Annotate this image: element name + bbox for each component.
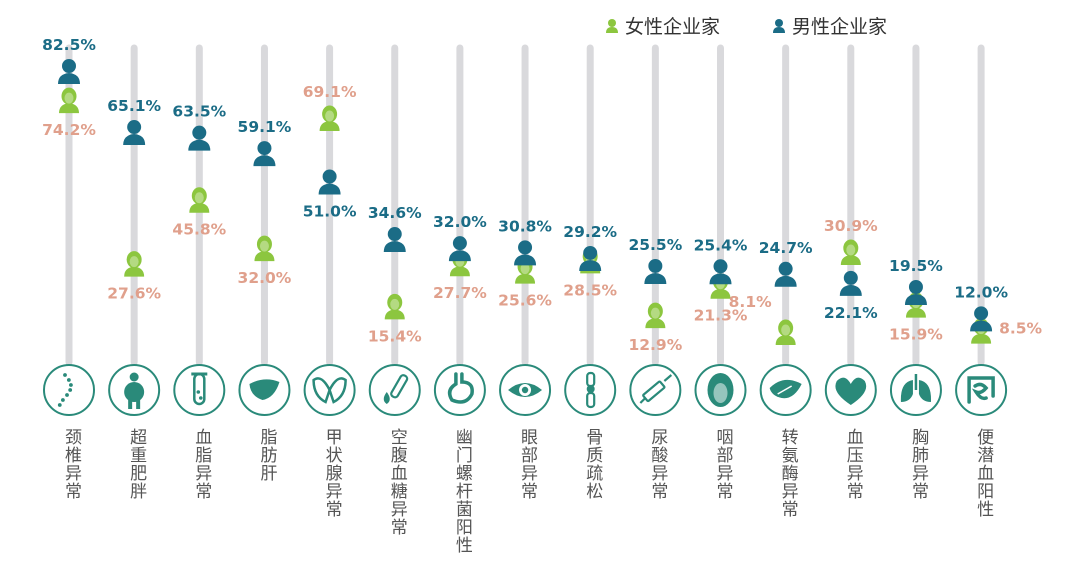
- male-value-label: 25.5%: [628, 236, 682, 254]
- male-marker: [904, 280, 927, 306]
- female-value-label: 32.0%: [238, 269, 292, 287]
- male-marker: [774, 261, 797, 287]
- category-label: 甲状腺异常: [321, 428, 342, 518]
- female-marker: [840, 239, 861, 266]
- female-value-label: 27.7%: [433, 284, 487, 302]
- male-marker: [58, 59, 80, 84]
- legend: 女性企业家 男性企业家: [605, 12, 887, 39]
- female-value-label: 8.1%: [729, 293, 772, 311]
- female-value-label: 69.1%: [303, 83, 357, 101]
- category-label: 眼部异常: [517, 428, 538, 500]
- legend-item-female: 女性企业家: [605, 12, 720, 39]
- female-value-label: 30.9%: [824, 217, 878, 235]
- syringe-icon: [629, 364, 682, 416]
- tongue-icon: [694, 364, 747, 416]
- female-value-label: 25.6%: [498, 292, 552, 310]
- legend-item-male: 男性企业家: [772, 12, 887, 39]
- male-value-label: 82.5%: [42, 36, 96, 54]
- heart-icon: [824, 364, 877, 416]
- male-marker: [839, 270, 862, 296]
- liver-icon: [238, 364, 291, 416]
- eye-icon: [499, 364, 552, 416]
- male-value-label: 63.5%: [172, 103, 226, 121]
- male-marker: [253, 141, 276, 167]
- female-marker: [384, 293, 405, 320]
- lungs-icon: [889, 364, 942, 416]
- male-marker: [318, 169, 341, 195]
- spine-icon: [43, 364, 95, 416]
- test-tube-icon: [173, 364, 226, 416]
- category-label: 便潜血阳性: [973, 428, 994, 518]
- category-label: 幽门螺杆菌阳性: [451, 428, 472, 554]
- bone-joint-icon: [564, 364, 617, 416]
- male-value-label: 25.4%: [694, 236, 748, 254]
- blood-drop-tube-icon: [368, 364, 421, 416]
- female-value-label: 8.5%: [999, 320, 1042, 338]
- male-value-label: 19.5%: [889, 257, 943, 275]
- stomach-icon: [433, 364, 486, 416]
- female-marker: [645, 302, 666, 329]
- female-marker: [124, 251, 145, 277]
- category-label: 尿酸异常: [647, 428, 668, 500]
- male-person-icon: [773, 18, 786, 33]
- female-value-label: 12.9%: [628, 336, 682, 354]
- female-marker: [319, 105, 340, 132]
- male-marker: [514, 240, 537, 266]
- intestine-icon: [955, 364, 1008, 416]
- female-marker: [775, 319, 796, 345]
- male-marker: [188, 125, 211, 151]
- male-value-label: 29.2%: [563, 223, 617, 241]
- female-value-label: 27.6%: [107, 285, 161, 303]
- category-label: 超重肥胖: [126, 428, 147, 500]
- male-marker: [709, 259, 732, 285]
- male-value-label: 65.1%: [107, 97, 161, 115]
- male-value-label: 30.8%: [498, 217, 552, 235]
- female-value-label: 74.2%: [42, 121, 96, 139]
- liver-enzyme-icon: [759, 364, 812, 416]
- male-value-label: 24.7%: [759, 239, 813, 257]
- male-marker: [579, 245, 602, 271]
- male-value-label: 59.1%: [238, 118, 292, 136]
- category-label: 空腹血糖异常: [386, 428, 407, 536]
- male-value-label: 12.0%: [954, 283, 1008, 301]
- female-value-label: 28.5%: [563, 281, 617, 299]
- male-value-label: 32.0%: [433, 213, 487, 231]
- female-marker: [59, 87, 79, 114]
- male-marker: [448, 236, 471, 262]
- category-label: 骨质疏松: [582, 428, 603, 500]
- category-label: 颈椎异常: [61, 428, 81, 500]
- female-marker: [254, 235, 275, 262]
- legend-label-male: 男性企业家: [792, 16, 888, 38]
- male-value-label: 34.6%: [368, 204, 422, 222]
- female-value-label: 15.9%: [889, 326, 943, 344]
- female-value-label: 21.3%: [694, 307, 748, 325]
- female-value-label: 15.4%: [368, 327, 422, 345]
- male-marker: [644, 258, 667, 284]
- male-value-label: 22.1%: [824, 304, 878, 322]
- legend-label-female: 女性企业家: [625, 16, 721, 38]
- category-label: 血脂异常: [191, 428, 212, 500]
- male-marker: [383, 227, 406, 253]
- obese-person-icon: [108, 364, 161, 416]
- category-label: 胸肺异常: [907, 428, 928, 500]
- male-marker: [123, 120, 146, 146]
- category-label: 血压异常: [842, 428, 863, 500]
- female-marker: [189, 187, 210, 213]
- male-marker: [970, 306, 993, 332]
- male-value-label: 51.0%: [303, 203, 357, 221]
- female-value-label: 45.8%: [172, 221, 226, 239]
- category-label: 脂肪肝: [256, 428, 277, 482]
- category-label: 转氨酶异常: [777, 428, 798, 518]
- category-label: 咽部异常: [712, 428, 733, 500]
- thyroid-icon: [303, 364, 356, 416]
- female-person-icon: [606, 18, 618, 33]
